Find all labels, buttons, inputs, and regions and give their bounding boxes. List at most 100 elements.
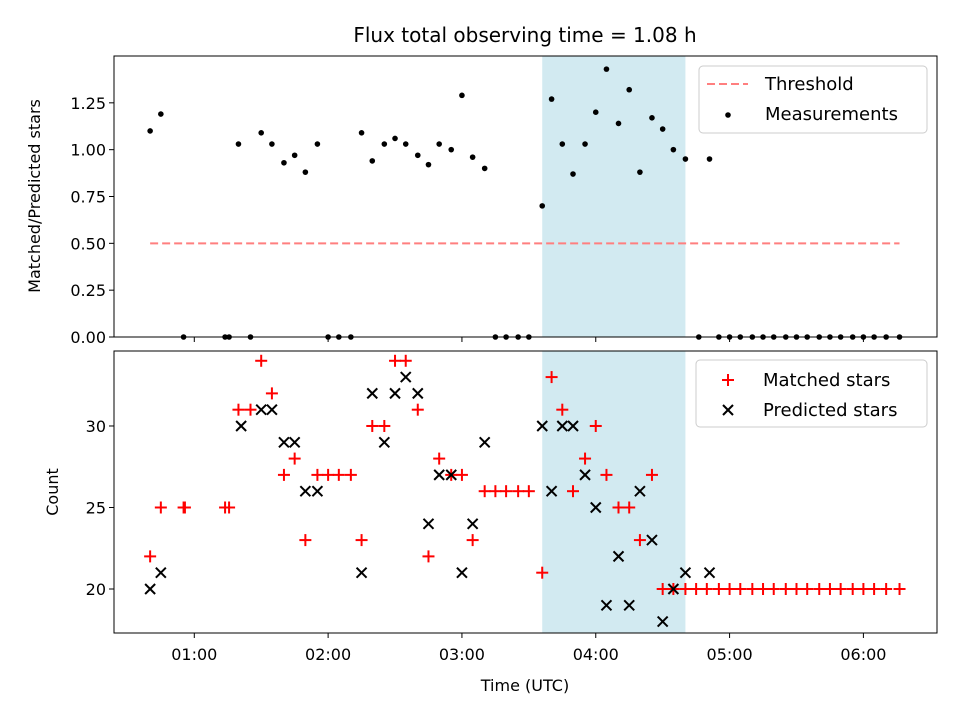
- measurement-point: [392, 135, 398, 142]
- predicted-star-point: [679, 566, 692, 579]
- matched-star-point: [834, 582, 847, 595]
- matched-star-point: [455, 468, 468, 481]
- predicted-star-point: [299, 485, 312, 497]
- predicted-star-point: [422, 518, 435, 530]
- measurement-point: [582, 141, 588, 147]
- predicted-star-point: [590, 501, 602, 514]
- y-tick-label: 1.25: [70, 94, 106, 113]
- matched-star-point: [478, 485, 491, 498]
- measurement-point: [147, 128, 153, 134]
- measurement-point: [381, 141, 388, 147]
- chart-title: Flux total observing time = 1.08 h: [353, 23, 696, 47]
- predicted-star-point: [634, 485, 646, 497]
- matched-star-point: [232, 403, 245, 416]
- count-legend: Matched stars Predicted stars: [695, 359, 928, 428]
- matched-star-point: [332, 468, 345, 481]
- measurement-point: [158, 111, 164, 117]
- predicted-star-point: [278, 436, 290, 448]
- measurement-point: [706, 156, 713, 162]
- count-panel-frame: [113, 350, 938, 634]
- predicted-star-point: [412, 387, 424, 400]
- observing-window-shade: [542, 56, 686, 337]
- matched-star-point: [893, 582, 906, 595]
- predicted-star-point: [355, 566, 368, 579]
- measurement-point: [302, 169, 309, 175]
- measurement-point: [281, 159, 287, 166]
- matched-star-point: [223, 501, 236, 514]
- matched-star-point: [399, 354, 412, 367]
- matched-star-point: [645, 468, 658, 481]
- y-tick-label: 0.50: [70, 234, 106, 253]
- matched-star-point: [779, 582, 792, 595]
- matched-star-point: [178, 501, 191, 514]
- predicted-star-point: [445, 469, 457, 481]
- matched-star-point: [679, 582, 692, 595]
- measurement-point: [291, 152, 298, 159]
- measurement-point: [603, 66, 610, 72]
- measurement-point: [369, 158, 376, 164]
- matched-star-point: [579, 452, 592, 465]
- matched-star-point: [244, 403, 257, 416]
- matched-star-point: [813, 582, 826, 595]
- legend-measurements-label: Measurements: [765, 104, 898, 125]
- predicted-star-point: [612, 550, 625, 563]
- matched-star-point: [322, 468, 335, 481]
- matched-star-point: [700, 582, 713, 595]
- measurement-point: [402, 141, 409, 147]
- matched-star-point: [355, 534, 368, 547]
- y-tick-label: 0.75: [70, 188, 106, 207]
- predicted-star-point: [466, 518, 479, 530]
- ratio-legend: Threshold Measurements: [698, 65, 928, 134]
- matched-star-point: [600, 468, 613, 481]
- matched-star-point: [623, 501, 636, 514]
- measurement-point: [481, 165, 488, 172]
- measurement-point: [235, 141, 242, 147]
- x-tick-label: 01:00: [171, 645, 217, 664]
- legend-matched-label: Matched stars: [763, 370, 890, 391]
- y-tick-label: 1.00: [70, 141, 106, 160]
- predicted-star-point: [545, 485, 558, 497]
- measurement-point: [626, 86, 633, 93]
- y-tick-label: 0.25: [70, 281, 106, 300]
- measurement-point: [615, 120, 622, 127]
- predicted-star-point: [567, 420, 579, 432]
- predicted-star-point: [433, 469, 445, 481]
- matched-star-point: [612, 501, 625, 514]
- predicted-star-point: [536, 420, 548, 432]
- matched-star-point: [366, 419, 379, 432]
- matched-star-point: [556, 403, 569, 416]
- x-tick-label: 03:00: [439, 645, 485, 664]
- predicted-star-point: [389, 387, 401, 400]
- matched-star-point: [801, 582, 814, 595]
- matched-star-point: [790, 582, 803, 595]
- legend-predicted-swatch: [722, 404, 734, 416]
- measurement-point: [670, 146, 677, 153]
- predicted-star-point: [266, 403, 278, 416]
- x-tick-label: 05:00: [707, 645, 753, 664]
- measurement-point: [436, 141, 442, 147]
- predicted-star-point: [155, 566, 167, 579]
- matched-star-point: [857, 582, 870, 595]
- matched-star-point: [344, 468, 357, 481]
- x-tick-label: 06:00: [840, 645, 886, 664]
- predicted-star-point: [144, 583, 156, 595]
- matched-star-point: [567, 485, 580, 498]
- predicted-star-point: [556, 420, 569, 432]
- matched-star-point: [512, 485, 525, 498]
- matched-star-point: [265, 387, 278, 400]
- measurement-point: [682, 156, 689, 162]
- predicted-star-point: [623, 599, 635, 611]
- matched-star-point: [433, 452, 446, 465]
- measurement-point: [258, 130, 265, 136]
- predicted-star-point: [656, 615, 669, 628]
- matched-star-point: [823, 582, 836, 595]
- matched-star-point: [288, 452, 301, 465]
- x-tick-label: 02:00: [305, 645, 351, 664]
- matched-star-point: [536, 566, 549, 579]
- legend-measurement-swatch: [725, 112, 731, 118]
- predicted-star-point: [478, 436, 491, 448]
- matched-star-point: [311, 468, 324, 481]
- measurement-point: [314, 141, 321, 147]
- matched-star-point: [589, 419, 602, 432]
- matched-star-point: [746, 582, 759, 595]
